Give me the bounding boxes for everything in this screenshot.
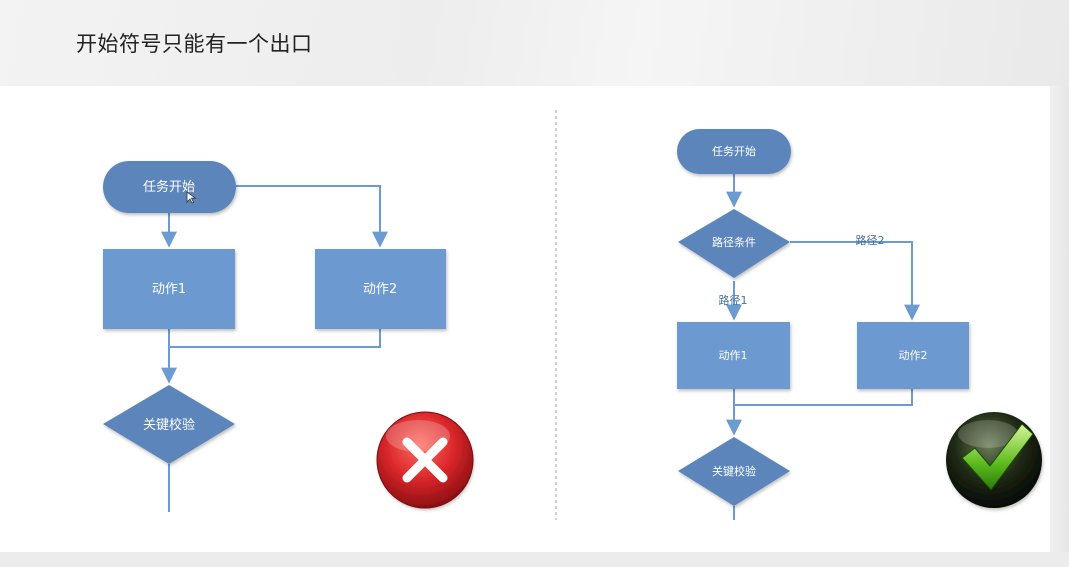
page-title: 开始符号只能有一个出口 bbox=[76, 32, 313, 56]
red-cross-icon bbox=[376, 411, 474, 509]
edge-action2-to-check bbox=[734, 389, 913, 406]
path2-label: 路径2 bbox=[856, 234, 885, 247]
check-decision bbox=[103, 385, 235, 464]
action2-label: 动作2 bbox=[899, 349, 928, 362]
action2-box bbox=[857, 322, 969, 389]
green-check-icon bbox=[946, 412, 1042, 508]
start-terminator bbox=[103, 161, 236, 213]
slide-right-edge bbox=[1050, 86, 1069, 552]
slide-header-background bbox=[0, 0, 1069, 86]
check-label: 关键校验 bbox=[712, 464, 756, 478]
action1-label: 动作1 bbox=[152, 282, 186, 297]
action1-box bbox=[677, 322, 790, 389]
right-example-diagram: 任务开始 路径条件 路径1 路径2 动作1 动作2 关键校验 bbox=[677, 129, 1042, 520]
check-decision bbox=[678, 437, 790, 506]
mouse-cursor-icon bbox=[186, 191, 197, 204]
edge-start-to-action2 bbox=[236, 185, 388, 248]
start-label: 任务开始 bbox=[712, 144, 756, 158]
action1-label: 动作1 bbox=[719, 349, 748, 362]
slide-footer-background bbox=[0, 552, 1069, 567]
action2-label: 动作2 bbox=[363, 282, 397, 297]
action2-box bbox=[315, 249, 446, 329]
start-terminator bbox=[677, 129, 791, 174]
action1-box bbox=[103, 249, 235, 329]
check-label: 关键校验 bbox=[143, 417, 195, 433]
edge-condition-path2 bbox=[790, 241, 920, 321]
edge-action2-to-check bbox=[169, 329, 381, 348]
path1-label: 路径1 bbox=[719, 294, 748, 307]
start-label: 任务开始 bbox=[143, 179, 195, 195]
condition-label: 路径条件 bbox=[712, 235, 756, 249]
condition-decision bbox=[678, 209, 790, 278]
wrong-example-diagram: 任务开始 动作1 动作2 关键校验 bbox=[103, 161, 474, 512]
